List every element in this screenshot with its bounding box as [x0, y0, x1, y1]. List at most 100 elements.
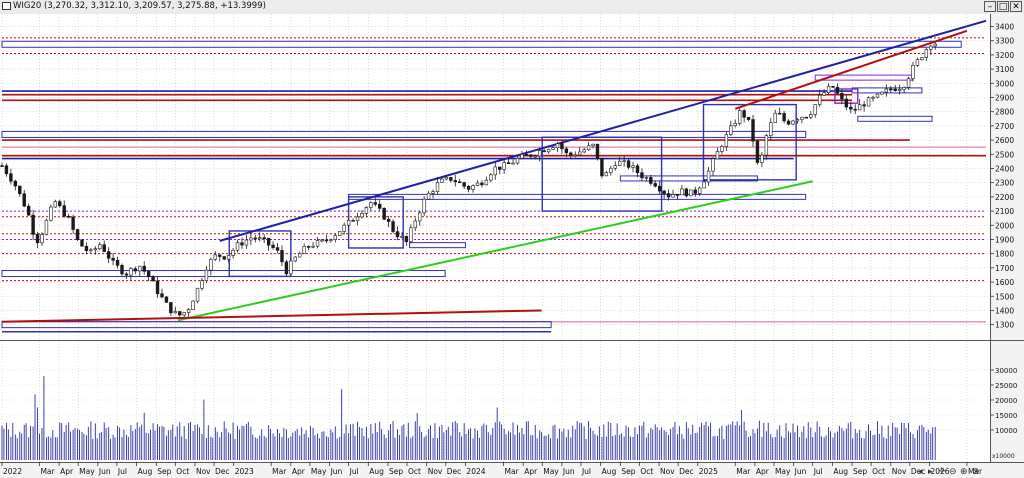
candle-body [622, 160, 626, 163]
candle-body [880, 91, 884, 95]
nav-forward-icon[interactable]: ▸ [928, 467, 933, 477]
candle-body [231, 249, 235, 256]
candle-body [586, 145, 591, 151]
candle-body [249, 237, 253, 241]
candle-body [795, 119, 800, 122]
price-chart[interactable]: 1300 1400 1500 1600 1700 1800 1900 2000 2100 2200… [0, 14, 1024, 478]
candle-body [373, 202, 377, 205]
candle-body [600, 157, 604, 177]
candle-body [71, 216, 75, 230]
close-panel-icon[interactable]: ⊗ [972, 467, 980, 477]
time-tick-label: May [543, 467, 559, 476]
candle-body [840, 92, 844, 100]
candle-body [582, 149, 586, 153]
candle-body [862, 104, 866, 107]
candle-body [435, 181, 440, 192]
price-tick-label: 2500 [995, 150, 1014, 159]
candle-body [315, 240, 320, 247]
candle-body [449, 177, 453, 181]
candle-body [529, 154, 533, 157]
candle-body [280, 250, 284, 263]
price-tick-label: 3300 [995, 37, 1014, 46]
candle-body [382, 208, 386, 220]
time-tick-label: 2025 [699, 467, 718, 476]
candle-body [173, 311, 178, 314]
candle-body [498, 166, 502, 170]
candle-body [849, 106, 853, 110]
candle-body [760, 154, 764, 163]
time-tick-label: Apr [524, 467, 538, 476]
time-tick-label: Mar [40, 467, 55, 476]
candle-body [84, 245, 89, 251]
candle-body [555, 143, 560, 148]
time-tick-label: Nov [892, 467, 907, 476]
candle-body [489, 174, 493, 181]
level-segment [619, 175, 758, 182]
candle-body [275, 247, 280, 251]
price-tick-label: 2200 [995, 193, 1014, 202]
restore-button[interactable]: □ [997, 1, 1009, 12]
price-tick-label: 2700 [995, 122, 1014, 131]
time-tick-label: Mar [736, 467, 751, 476]
candle-body [609, 167, 613, 173]
zoom-in-icon[interactable]: ✛ [938, 467, 946, 477]
fit-icon[interactable]: ⊕ [960, 467, 968, 477]
candle-body [306, 246, 311, 248]
consolidation-box [228, 230, 292, 278]
candle-body [186, 309, 191, 313]
candle-body [782, 113, 786, 122]
candle-body [258, 237, 262, 240]
candle-body [706, 170, 711, 183]
time-tick-label: Aug [833, 467, 848, 476]
candle-body [471, 185, 475, 190]
candle-body [333, 235, 337, 240]
level-band [1, 321, 552, 329]
candle-body [391, 221, 395, 232]
candle-body [809, 114, 813, 118]
candle-body [595, 143, 600, 159]
candle-body [720, 146, 724, 152]
candle-body [617, 160, 622, 166]
trendline-recent-channel [734, 29, 968, 110]
candle-body [506, 162, 511, 165]
candle-body [853, 108, 857, 111]
candle-body [120, 265, 124, 275]
time-tick-label: Dec [679, 467, 694, 476]
candle-body [480, 182, 484, 186]
candle-body [440, 178, 444, 183]
candle-body [351, 220, 355, 222]
zoom-out-icon[interactable]: ⊖ [949, 467, 957, 477]
candle-body [813, 104, 817, 115]
volume-tick-label: 15000 [995, 412, 1017, 420]
close-button[interactable]: ✕ [1010, 1, 1022, 12]
candle-body [418, 212, 422, 222]
candle-body [355, 216, 360, 222]
candle-body [702, 181, 706, 189]
candle-body [791, 120, 795, 125]
candle-body [822, 92, 826, 96]
candle-body [804, 116, 809, 119]
candle-body [924, 49, 929, 58]
candle-body [640, 172, 644, 179]
candle-body [635, 165, 640, 174]
time-tick-label: Sep [621, 467, 635, 476]
candle-body [662, 190, 666, 194]
candle-body [773, 112, 777, 123]
candle-body [786, 120, 791, 125]
chart-window-icon [2, 2, 11, 10]
candle-body [684, 188, 689, 197]
volume-tick-label: 30000 [995, 367, 1017, 375]
nav-back-icon[interactable]: ◂ [918, 467, 923, 477]
candle-body [66, 215, 71, 218]
candle-body [817, 94, 822, 105]
candle-body [422, 198, 426, 214]
candle-body [111, 257, 115, 261]
price-tick-label: 3100 [995, 65, 1014, 74]
time-tick-label: Mar [968, 467, 983, 476]
time-tick-label: Jul [581, 467, 591, 476]
minimize-button[interactable]: – [984, 1, 996, 12]
time-tick-label: 2023 [235, 467, 254, 476]
candle-body [631, 165, 635, 168]
candle-body [195, 287, 200, 302]
candle-body [289, 260, 293, 275]
